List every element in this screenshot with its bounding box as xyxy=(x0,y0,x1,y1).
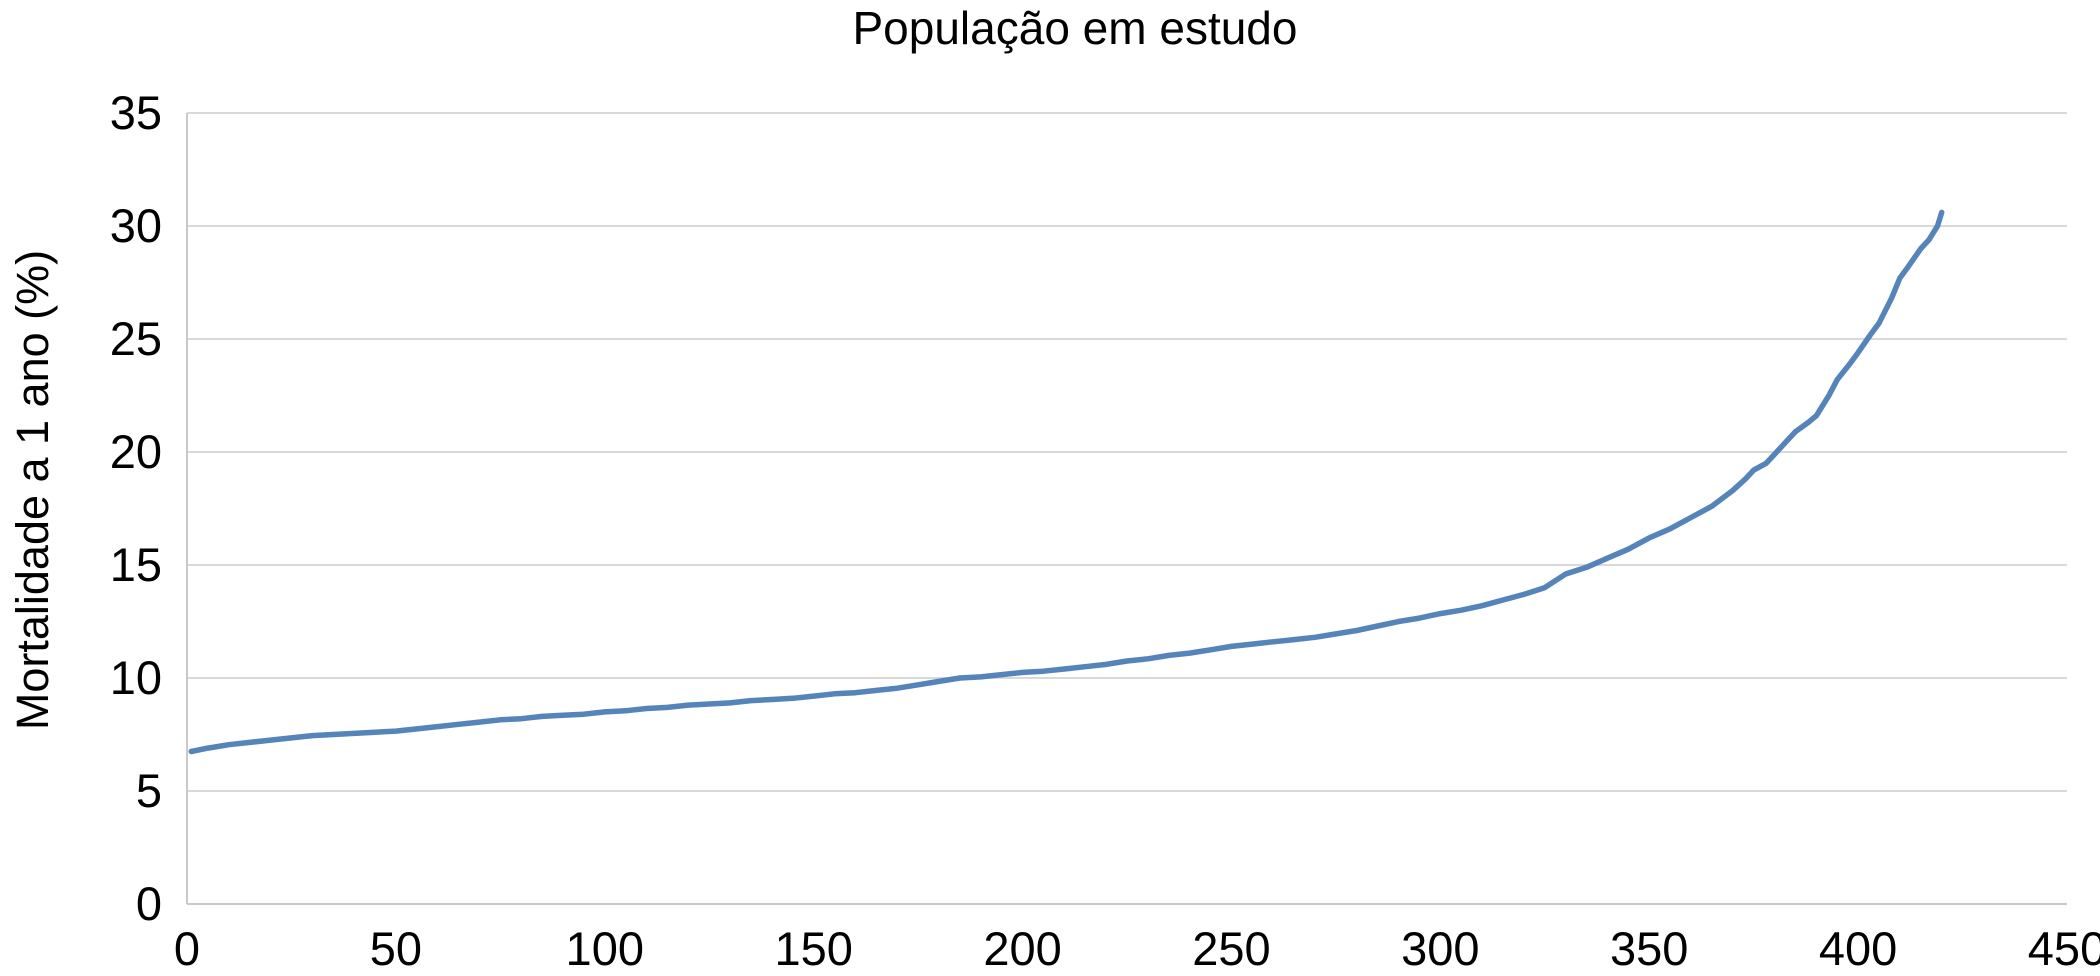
x-tick-label: 300 xyxy=(1401,922,1480,975)
x-tick-label: 100 xyxy=(565,922,644,975)
x-tick-label: 400 xyxy=(1818,922,1898,975)
chart-title: População em estudo xyxy=(852,2,1298,54)
y-tick-label: 5 xyxy=(135,764,162,817)
x-tick-label: 200 xyxy=(983,922,1062,975)
x-tick-label: 150 xyxy=(774,922,853,975)
x-tick-label: 250 xyxy=(1192,922,1271,975)
x-tick-label: 350 xyxy=(1610,922,1689,975)
y-tick-label: 10 xyxy=(109,651,162,704)
y-tick-label: 30 xyxy=(109,199,162,252)
x-tick-label: 50 xyxy=(369,922,423,975)
y-tick-label: 20 xyxy=(109,425,162,478)
x-tick-label: 450 xyxy=(2027,922,2100,975)
series-line xyxy=(188,209,1945,755)
x-tick-label: 0 xyxy=(173,922,201,975)
y-tick-label: 35 xyxy=(109,86,162,139)
y-tick-label: 25 xyxy=(109,312,162,365)
y-tick-label: 0 xyxy=(135,877,162,930)
y-tick-label: 15 xyxy=(109,538,162,591)
